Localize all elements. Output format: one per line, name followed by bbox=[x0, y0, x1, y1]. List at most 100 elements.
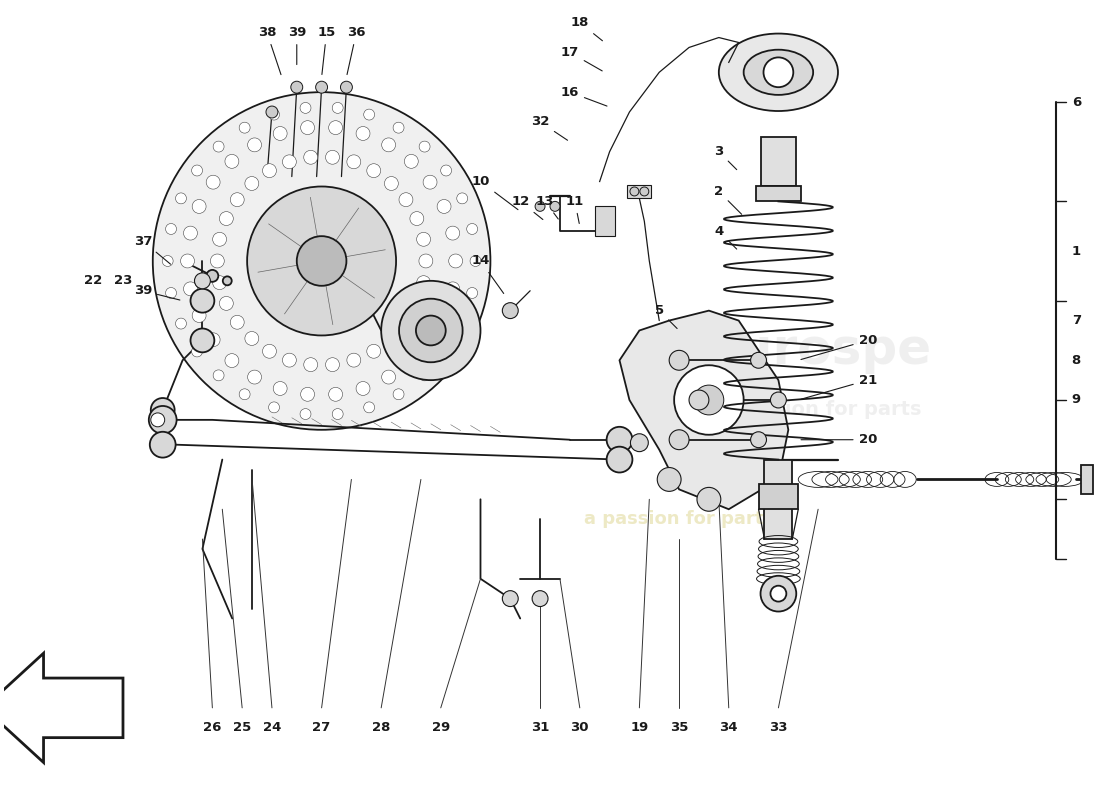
Text: 7: 7 bbox=[1071, 314, 1081, 327]
Circle shape bbox=[606, 446, 632, 473]
Circle shape bbox=[266, 106, 278, 118]
Circle shape bbox=[419, 141, 430, 152]
Text: 2: 2 bbox=[714, 185, 741, 214]
Ellipse shape bbox=[744, 50, 813, 95]
Circle shape bbox=[417, 232, 430, 246]
Circle shape bbox=[606, 427, 632, 453]
Circle shape bbox=[405, 154, 418, 168]
Circle shape bbox=[263, 344, 276, 358]
Text: 13: 13 bbox=[536, 195, 559, 219]
Circle shape bbox=[150, 432, 176, 458]
Circle shape bbox=[151, 413, 165, 427]
Text: 31: 31 bbox=[531, 722, 549, 734]
Text: 3: 3 bbox=[714, 146, 737, 170]
Circle shape bbox=[399, 298, 463, 362]
Circle shape bbox=[239, 122, 250, 133]
Circle shape bbox=[184, 226, 197, 240]
Circle shape bbox=[162, 255, 173, 266]
Circle shape bbox=[166, 223, 176, 234]
Circle shape bbox=[417, 276, 430, 290]
Text: 36: 36 bbox=[346, 26, 365, 74]
Text: 16: 16 bbox=[561, 86, 607, 106]
Polygon shape bbox=[619, 310, 789, 510]
Circle shape bbox=[213, 370, 224, 381]
Circle shape bbox=[206, 175, 220, 189]
Circle shape bbox=[210, 254, 224, 268]
Circle shape bbox=[224, 354, 239, 367]
Text: 32: 32 bbox=[531, 115, 568, 140]
Circle shape bbox=[770, 586, 786, 602]
Text: 23: 23 bbox=[113, 274, 132, 287]
Circle shape bbox=[192, 199, 206, 214]
Circle shape bbox=[399, 315, 412, 330]
Text: 19: 19 bbox=[630, 722, 649, 734]
Text: 11: 11 bbox=[565, 195, 584, 223]
Circle shape bbox=[212, 232, 227, 246]
Circle shape bbox=[760, 576, 796, 611]
Circle shape bbox=[148, 406, 177, 434]
Circle shape bbox=[180, 254, 195, 268]
Circle shape bbox=[248, 370, 262, 384]
Circle shape bbox=[283, 353, 296, 367]
Text: 20: 20 bbox=[801, 434, 877, 446]
Circle shape bbox=[166, 287, 176, 298]
Circle shape bbox=[441, 165, 452, 176]
Circle shape bbox=[300, 102, 311, 114]
Circle shape bbox=[304, 358, 318, 372]
Circle shape bbox=[207, 270, 218, 282]
Circle shape bbox=[346, 353, 361, 367]
Circle shape bbox=[405, 354, 418, 367]
Circle shape bbox=[393, 389, 404, 400]
Text: 39: 39 bbox=[134, 284, 180, 300]
Text: 14: 14 bbox=[471, 254, 504, 294]
Polygon shape bbox=[0, 654, 123, 762]
Circle shape bbox=[535, 202, 544, 211]
Text: 6: 6 bbox=[1071, 95, 1081, 109]
Circle shape bbox=[424, 333, 437, 346]
Text: 33: 33 bbox=[769, 722, 788, 734]
Bar bbox=[761, 137, 795, 186]
Circle shape bbox=[384, 331, 398, 346]
Circle shape bbox=[316, 82, 328, 93]
Circle shape bbox=[669, 350, 689, 370]
Circle shape bbox=[470, 255, 481, 266]
Text: 27: 27 bbox=[312, 722, 331, 734]
Circle shape bbox=[346, 155, 361, 169]
Circle shape bbox=[213, 141, 224, 152]
Text: 9: 9 bbox=[1071, 394, 1081, 406]
Circle shape bbox=[424, 175, 437, 189]
Circle shape bbox=[219, 212, 233, 226]
Circle shape bbox=[441, 346, 452, 357]
Circle shape bbox=[669, 430, 689, 450]
Circle shape bbox=[382, 370, 396, 384]
Text: 20: 20 bbox=[801, 334, 877, 359]
Circle shape bbox=[300, 387, 315, 402]
Circle shape bbox=[356, 126, 370, 141]
Bar bbox=[759, 485, 799, 510]
Circle shape bbox=[419, 254, 432, 268]
Circle shape bbox=[224, 154, 239, 168]
Text: 8: 8 bbox=[1071, 354, 1081, 366]
Circle shape bbox=[532, 590, 548, 606]
Circle shape bbox=[382, 281, 481, 380]
Text: 4: 4 bbox=[714, 225, 737, 249]
Text: 34: 34 bbox=[719, 722, 738, 734]
Text: 26: 26 bbox=[204, 722, 221, 734]
Circle shape bbox=[697, 487, 720, 511]
Text: 29: 29 bbox=[431, 722, 450, 734]
Circle shape bbox=[763, 58, 793, 87]
Circle shape bbox=[384, 177, 398, 190]
Circle shape bbox=[223, 276, 232, 286]
Circle shape bbox=[437, 199, 451, 214]
Circle shape bbox=[382, 138, 396, 152]
Text: 17: 17 bbox=[561, 46, 602, 71]
Circle shape bbox=[190, 289, 214, 313]
Circle shape bbox=[658, 467, 681, 491]
Text: 35: 35 bbox=[670, 722, 689, 734]
Text: eurospe: eurospe bbox=[704, 326, 932, 374]
Circle shape bbox=[245, 331, 258, 346]
Circle shape bbox=[332, 102, 343, 114]
Circle shape bbox=[674, 366, 744, 434]
Circle shape bbox=[290, 82, 303, 93]
Circle shape bbox=[694, 385, 724, 415]
